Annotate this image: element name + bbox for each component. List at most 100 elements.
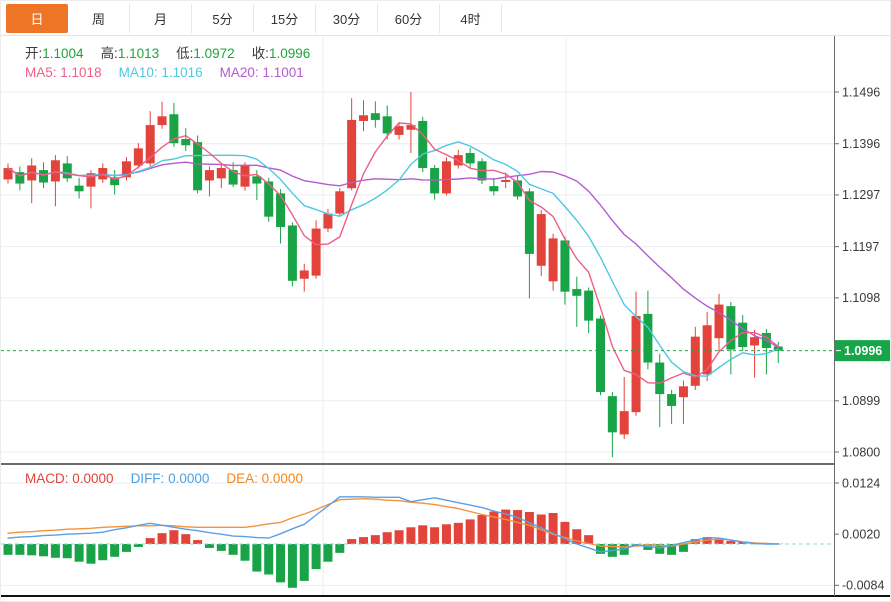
- tab-timeframe-3[interactable]: 5分: [192, 3, 254, 33]
- ma5-value: 1.1018: [60, 65, 102, 80]
- candle-body: [513, 180, 523, 197]
- high-readout: 高:1.1013: [101, 46, 160, 61]
- ma20-line: [7, 161, 779, 348]
- candlestick-layer: [1, 92, 834, 458]
- candle-body: [631, 315, 641, 413]
- candle-body: [216, 168, 226, 179]
- candle-body: [145, 125, 155, 164]
- candle-body: [86, 173, 96, 187]
- macd-bar: [714, 539, 724, 544]
- candle-body: [228, 170, 238, 185]
- macd-bar: [441, 524, 451, 544]
- candle-body: [548, 238, 558, 282]
- candle-body: [299, 270, 309, 279]
- candle-body: [157, 116, 167, 126]
- macd-label: MACD:: [25, 471, 69, 486]
- macd-bar: [122, 544, 131, 552]
- macd-bar: [406, 527, 416, 544]
- candle-body: [50, 160, 60, 182]
- macd-bar: [477, 514, 487, 544]
- tab-timeframe-7[interactable]: 4时: [440, 3, 502, 33]
- macd-bar: [678, 544, 688, 552]
- candle-body: [406, 125, 416, 130]
- candle-body: [335, 191, 345, 214]
- macd-bar: [323, 544, 333, 562]
- high-value: 1.1013: [117, 46, 160, 61]
- macd-bar: [347, 539, 357, 544]
- macd-bar: [228, 544, 238, 555]
- ma20-label: MA20:: [219, 65, 259, 80]
- macd-bar: [39, 544, 49, 557]
- ma10-value: 1.1016: [161, 65, 203, 80]
- macd-value: 0.0000: [72, 471, 114, 486]
- macd-bar: [145, 538, 155, 544]
- tab-timeframe-4[interactable]: 15分: [254, 3, 316, 33]
- diff-value: 0.0000: [168, 471, 210, 486]
- candle-body: [252, 176, 262, 184]
- macd-bar: [453, 522, 463, 544]
- candle-body: [690, 336, 700, 386]
- axis-label: 1.1098: [842, 291, 880, 305]
- macd-bar: [418, 525, 428, 544]
- candle-body: [619, 411, 629, 435]
- ma10-label: MA10:: [118, 65, 158, 80]
- axis-label: 1.1297: [842, 188, 880, 202]
- macd-bar: [240, 544, 250, 561]
- ma5-line: [7, 122, 779, 384]
- axis-label: 1.0800: [842, 445, 880, 459]
- candle-body: [347, 119, 357, 189]
- axis-label: 0.0020: [842, 527, 880, 541]
- current-price-badge: [835, 340, 890, 362]
- macd-bar: [110, 544, 120, 557]
- macd-bar: [370, 535, 380, 544]
- tab-timeframe-0[interactable]: 日: [6, 3, 68, 33]
- candle-body: [489, 186, 499, 192]
- candle-body: [15, 172, 25, 184]
- macd-bar: [27, 544, 37, 556]
- macd-bar: [3, 544, 13, 555]
- macd-bar: [299, 544, 309, 581]
- macd-bar: [430, 527, 440, 544]
- candle-body: [382, 116, 392, 134]
- candle-body: [3, 168, 13, 180]
- macd-value-readout: MACD: 0.0000: [25, 471, 114, 486]
- tab-timeframe-2[interactable]: 月: [130, 3, 192, 33]
- macd-bar: [738, 542, 748, 544]
- candle-body: [287, 225, 297, 281]
- candle-body: [169, 114, 179, 144]
- ma20-readout: MA20: 1.1001: [220, 65, 304, 80]
- macd-layer: [1, 496, 834, 588]
- macd-bar: [335, 544, 345, 553]
- axis-label: 1.0899: [842, 394, 880, 408]
- axis-label: 1.1496: [842, 85, 880, 99]
- candle-body: [655, 362, 665, 395]
- macd-bar: [394, 530, 404, 544]
- candle-body: [122, 161, 131, 178]
- dea-label: DEA:: [226, 471, 258, 486]
- tab-timeframe-6[interactable]: 60分: [378, 3, 440, 33]
- candle-body: [702, 325, 712, 375]
- candle-body: [501, 179, 511, 182]
- close-readout: 收:1.0996: [252, 46, 311, 61]
- candle-body: [193, 142, 203, 191]
- macd-bar: [655, 544, 665, 554]
- ma-readout: MA5: 1.1018 MA10: 1.1016 MA20: 1.1001: [25, 65, 321, 80]
- macd-bar: [489, 511, 499, 544]
- candle-body: [62, 163, 72, 179]
- macd-bar: [204, 544, 214, 548]
- candle-body: [726, 306, 736, 350]
- gridlines: [1, 37, 834, 595]
- price-axis: 1.1496 1.1396 1.1297 1.1197 1.1098 1.0899 1.08…: [1, 36, 890, 597]
- candle-body: [181, 139, 191, 146]
- macd-bar: [169, 530, 179, 544]
- candle-body: [74, 185, 84, 192]
- candle-body: [133, 148, 143, 166]
- candle-body: [465, 153, 475, 164]
- macd-bar: [98, 544, 108, 561]
- macd-bar: [548, 513, 558, 544]
- tab-timeframe-1[interactable]: 周: [68, 3, 130, 33]
- close-value: 1.0996: [268, 46, 311, 61]
- macd-bar: [74, 544, 84, 562]
- tab-timeframe-5[interactable]: 30分: [316, 3, 378, 33]
